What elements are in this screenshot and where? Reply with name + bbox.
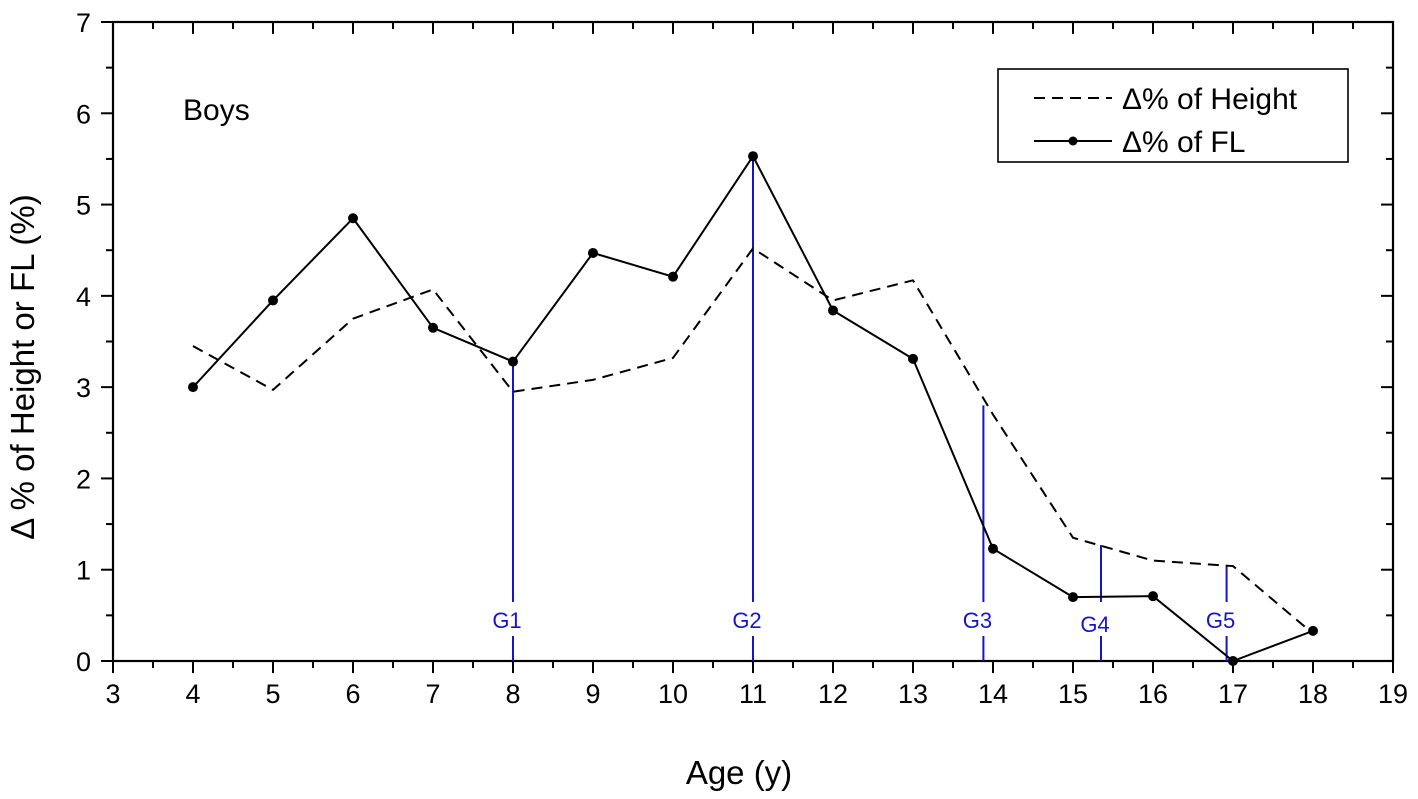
data-point-fl — [588, 247, 598, 258]
growth-markers-layer: G1 G2 G3 G4 G5 — [492, 154, 1235, 661]
series-line-height — [192, 247, 1314, 635]
growth-marker-label-g4: G4 — [1080, 612, 1109, 637]
y-tick-label: 4 — [76, 282, 91, 312]
data-point-fl — [1148, 591, 1158, 602]
data-point-fl — [1228, 656, 1238, 666]
x-tick-label: 13 — [898, 679, 928, 709]
data-point-fl — [1068, 592, 1078, 603]
x-tick-label: 8 — [505, 679, 520, 709]
data-point-fl — [1308, 625, 1318, 636]
x-tick-label: 17 — [1218, 679, 1248, 709]
data-point-fl — [908, 353, 918, 364]
x-tick-label: 10 — [658, 679, 688, 709]
data-point-fl — [188, 382, 198, 393]
x-tick-label: 19 — [1378, 679, 1408, 709]
x-tick-label: 15 — [1058, 679, 1088, 709]
x-tick-label: 3 — [105, 679, 120, 709]
x-tick-label: 7 — [425, 679, 440, 709]
data-point-fl — [268, 295, 278, 306]
x-tick-label: 9 — [585, 679, 600, 709]
legend-label-fl: Δ% of FL — [1122, 126, 1245, 159]
y-tick-label: 2 — [76, 464, 91, 494]
y-tick-label: 5 — [76, 191, 91, 221]
data-point-fl — [668, 271, 678, 282]
y-tick-label: 7 — [76, 8, 91, 38]
data-point-fl — [428, 322, 438, 333]
legend-box — [997, 68, 1349, 163]
growth-marker-label-g3: G3 — [963, 608, 992, 633]
growth-marker-label-g5: G5 — [1206, 608, 1235, 633]
x-tick-label: 12 — [818, 679, 848, 709]
y-tick-label: 1 — [76, 556, 91, 586]
x-tick-label: 6 — [345, 679, 360, 709]
legend: Δ% of Height Δ% of FL — [997, 68, 1349, 163]
y-tick-label: 6 — [76, 99, 91, 129]
data-point-fl — [348, 213, 358, 224]
growth-marker-label-g1: G1 — [492, 608, 521, 633]
legend-marker-fl — [1068, 136, 1078, 146]
data-point-fl — [748, 151, 758, 162]
annotation-boys: Boys — [183, 94, 250, 127]
data-point-fl — [508, 356, 518, 367]
legend-label-height: Δ% of Height — [1122, 83, 1298, 116]
x-tick-label: 5 — [265, 679, 280, 709]
x-axis-title: Age (y) — [686, 754, 792, 791]
y-axis-title: Δ % of Height or FL (%) — [4, 194, 41, 539]
x-tick-label: 18 — [1298, 679, 1328, 709]
growth-marker-label-g2: G2 — [732, 608, 761, 633]
x-tick-label: 14 — [978, 679, 1008, 709]
x-tick-label: 11 — [739, 679, 767, 709]
data-point-fl — [988, 543, 998, 554]
data-point-fl — [828, 305, 838, 316]
x-tick-label: 16 — [1138, 679, 1168, 709]
series-layer — [188, 151, 1318, 666]
y-tick-label: 3 — [76, 373, 91, 403]
x-tick-label: 4 — [185, 679, 200, 709]
y-tick-label: 0 — [76, 647, 91, 677]
